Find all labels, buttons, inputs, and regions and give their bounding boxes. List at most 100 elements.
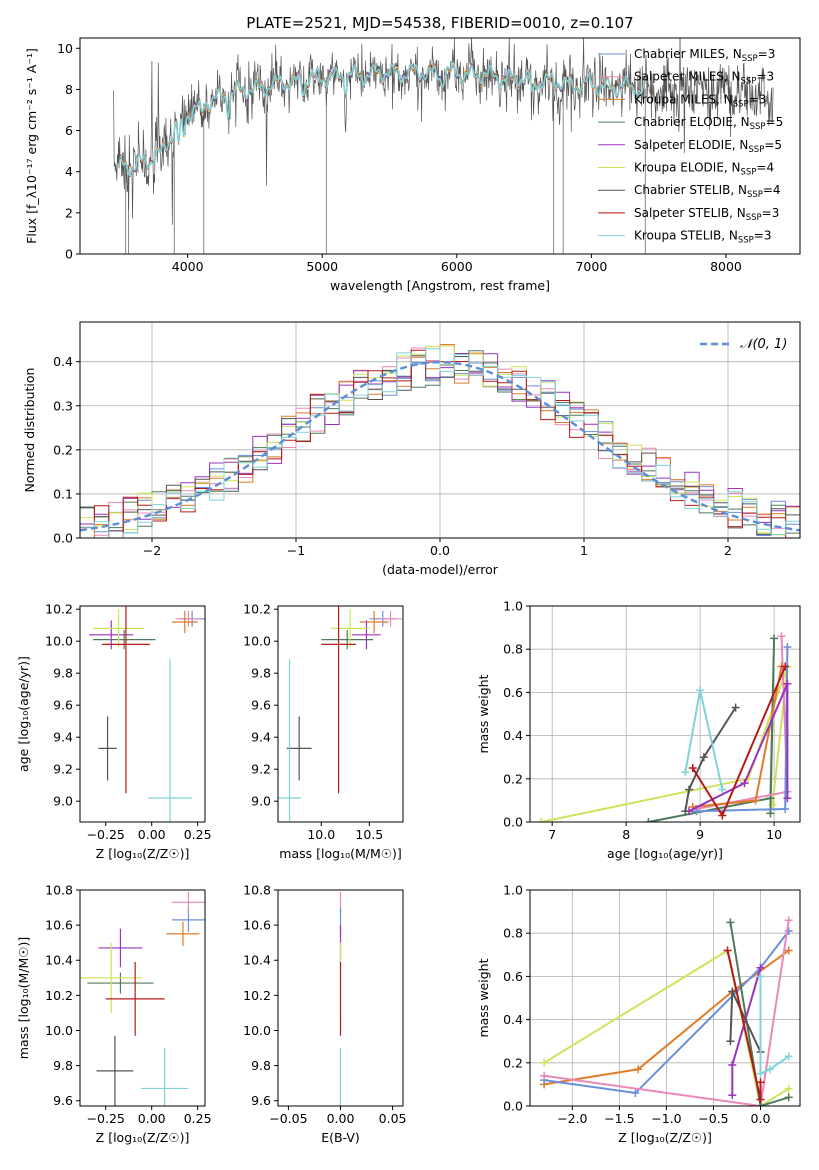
y-tick-label: 10.4 — [243, 953, 271, 968]
plot-area-age_vs_Z — [89, 606, 205, 822]
y-tick-label: 9.8 — [53, 1058, 73, 1073]
y-axis-label: mass [log₁₀(M/M☉)] — [16, 937, 31, 1059]
legend-value: =4 — [763, 183, 781, 197]
y-tick-label: 9.4 — [53, 730, 73, 745]
x-tick-label: −0.25 — [87, 827, 125, 842]
y-tick-label: 10.2 — [45, 602, 73, 617]
x-tick-label: −1.5 — [604, 1111, 634, 1126]
axes-frame — [529, 605, 801, 823]
y-tick-label: 10.6 — [45, 918, 73, 933]
x-tick-label: 0.0 — [430, 543, 450, 558]
legend-entry: Chabrier MILES, NSSP=3 — [634, 47, 775, 64]
legend-value: =3 — [762, 206, 780, 220]
spectrum-model-line — [119, 61, 646, 177]
y-tick-label: 9.2 — [53, 762, 73, 777]
x-axis-label: mass [log₁₀(M/M☉)] — [279, 846, 401, 861]
x-tick-label: 0.00 — [138, 1111, 166, 1126]
y-tick-label: 10.8 — [45, 883, 73, 898]
plot-area-mass_vs_Z — [80, 891, 205, 1106]
y-tick-label: 9.2 — [251, 762, 271, 777]
y-tick-label: 0.1 — [53, 486, 73, 501]
x-tick-label: 0.00 — [138, 827, 166, 842]
y-tick-label: 9.8 — [251, 666, 271, 681]
legend-value: =3 — [758, 47, 776, 61]
y-tick-label: 10.0 — [243, 634, 271, 649]
plot-area-weight_vs_Z — [540, 916, 793, 1106]
x-axis-label: Z [log₁₀(Z/Z☉)] — [96, 1130, 190, 1145]
legend-subscript: SSP — [738, 236, 754, 246]
y-tick-label: 0.0 — [503, 815, 523, 830]
legend-entry: Chabrier STELIB, NSSP=4 — [634, 183, 781, 200]
y-tick-label: 1.0 — [503, 599, 523, 614]
x-tick-label: −2 — [143, 543, 161, 558]
weight-line — [729, 922, 789, 1106]
y-tick-label: 6 — [65, 123, 73, 138]
x-tick-label: −0.5 — [698, 1111, 728, 1126]
x-tick-label: 0.0 — [751, 1111, 771, 1126]
x-tick-label: −1.0 — [651, 1111, 681, 1126]
legend-subscript: SSP — [742, 54, 758, 64]
x-tick-label: 9 — [696, 827, 704, 842]
legend-entry: 𝒩(0, 1) — [740, 337, 787, 352]
x-tick-label: 0.05 — [379, 1111, 407, 1126]
y-tick-label: 4 — [65, 164, 73, 179]
axes-frame — [79, 605, 206, 823]
histogram-step — [80, 348, 800, 538]
y-tick-label: 0.3 — [53, 398, 73, 413]
x-axis-label: Z [log₁₀(Z/Z☉)] — [96, 846, 190, 861]
y-tick-label: 10.8 — [243, 883, 271, 898]
x-tick-label: 4000 — [172, 259, 204, 274]
x-tick-label: −2.0 — [557, 1111, 587, 1126]
y-tick-label: 10.0 — [243, 1023, 271, 1038]
y-tick-label: 0 — [65, 247, 73, 262]
y-tick-label: 10.2 — [45, 988, 73, 1003]
y-tick-label: 9.6 — [251, 1093, 271, 1108]
x-tick-label: 8 — [622, 827, 630, 842]
y-tick-label: 9.0 — [251, 794, 271, 809]
x-tick-label: 10 — [766, 827, 782, 842]
x-axis-label: E(B-V) — [321, 1130, 360, 1145]
x-tick-label: 7 — [548, 827, 556, 842]
legend-value: =5 — [766, 115, 784, 129]
y-tick-label: 1.0 — [503, 883, 523, 898]
legend-entry: Kroupa STELIB, NSSP=3 — [634, 229, 772, 246]
y-tick-label: 10.0 — [45, 1023, 73, 1038]
weight-line — [688, 683, 789, 813]
legend-value: =3 — [749, 92, 767, 106]
y-tick-label: 10.2 — [243, 988, 271, 1003]
y-tick-label: 10.4 — [45, 953, 73, 968]
y-tick-label: 0.8 — [503, 926, 523, 941]
legend-entry: Salpeter STELIB, NSSP=3 — [634, 206, 779, 223]
x-tick-label: −0.05 — [269, 1111, 307, 1126]
y-axis-label: mass weight — [476, 958, 491, 1037]
legend-value: =4 — [756, 161, 774, 175]
y-tick-label: 9.6 — [251, 698, 271, 713]
y-tick-label: 0.2 — [503, 1055, 523, 1070]
y-axis-label: mass weight — [476, 674, 491, 753]
x-tick-label: 7000 — [575, 259, 607, 274]
y-tick-label: 0.2 — [503, 771, 523, 786]
y-tick-label: 0.6 — [503, 969, 523, 984]
x-tick-label: 6000 — [441, 259, 473, 274]
axes-frame — [277, 605, 404, 823]
plot-area-age_vs_mass — [278, 606, 403, 822]
legend-value: =3 — [754, 229, 772, 243]
legend-subscript: SSP — [747, 190, 763, 200]
legend-subscript: SSP — [746, 213, 762, 223]
x-tick-label: 0.25 — [184, 827, 212, 842]
legend-entry: Salpeter MILES, NSSP=3 — [634, 70, 774, 87]
x-tick-label: 0.00 — [327, 1111, 355, 1126]
y-tick-label: 10.2 — [243, 602, 271, 617]
x-tick-label: 0.25 — [184, 1111, 212, 1126]
x-tick-label: 10.5 — [355, 827, 383, 842]
x-tick-label: 2 — [724, 543, 732, 558]
weight-line — [540, 666, 789, 822]
legend-subscript: SSP — [733, 99, 749, 109]
y-tick-label: 9.8 — [53, 666, 73, 681]
x-axis-label: wavelength [Angstrom, rest frame] — [330, 278, 550, 293]
x-tick-label: −0.25 — [87, 1111, 125, 1126]
y-tick-label: 8 — [65, 82, 73, 97]
weight-line — [648, 638, 776, 822]
normal-curve — [80, 360, 800, 532]
y-tick-label: 0.2 — [53, 442, 73, 457]
